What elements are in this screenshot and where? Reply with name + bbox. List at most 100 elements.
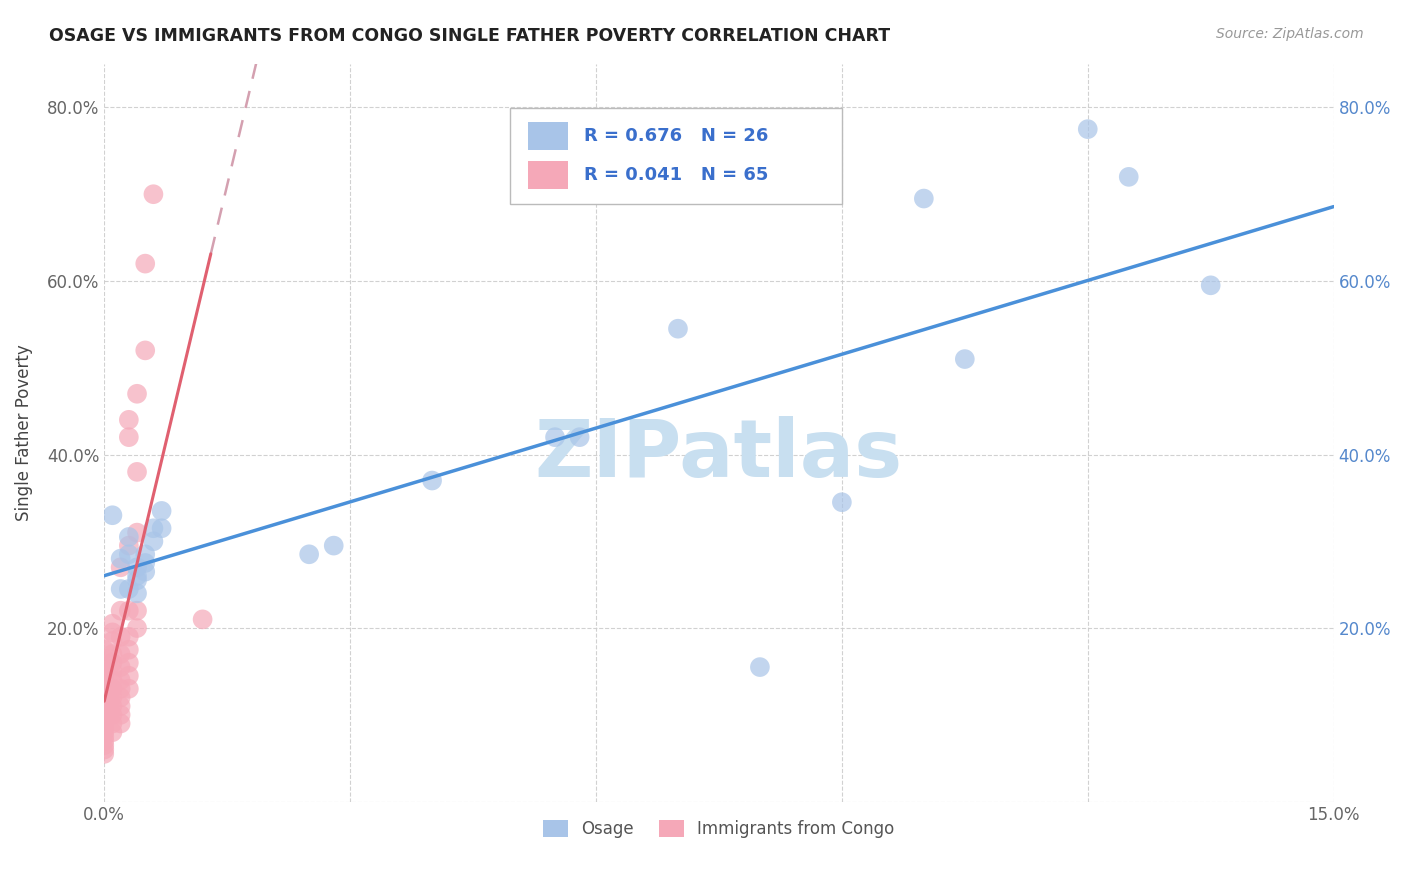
Point: [118, 413, 141, 427]
Point: [1199, 278, 1222, 293]
Point: [118, 656, 141, 670]
Point: [125, 560, 148, 574]
Point: [568, 430, 591, 444]
Point: [134, 565, 156, 579]
Point: [110, 647, 132, 661]
Point: [93, 690, 115, 705]
Point: [110, 630, 132, 644]
Point: [544, 430, 567, 444]
Point: [912, 192, 935, 206]
Point: [93, 699, 115, 714]
Point: [1077, 122, 1099, 136]
Point: [110, 716, 132, 731]
Point: [93, 677, 115, 691]
Point: [191, 612, 214, 626]
Point: [93, 725, 115, 739]
Point: [101, 716, 124, 731]
Point: [93, 707, 115, 722]
Point: [420, 474, 443, 488]
Point: [142, 521, 165, 535]
Point: [110, 681, 132, 696]
Point: [93, 681, 115, 696]
Point: [142, 187, 165, 202]
Point: [118, 539, 141, 553]
Text: OSAGE VS IMMIGRANTS FROM CONGO SINGLE FATHER POVERTY CORRELATION CHART: OSAGE VS IMMIGRANTS FROM CONGO SINGLE FA…: [49, 27, 890, 45]
Point: [125, 465, 148, 479]
Point: [125, 525, 148, 540]
Point: [93, 721, 115, 735]
Point: [93, 734, 115, 748]
Text: Source: ZipAtlas.com: Source: ZipAtlas.com: [1216, 27, 1364, 41]
Point: [93, 665, 115, 679]
Point: [150, 504, 173, 518]
Point: [93, 651, 115, 665]
Point: [101, 508, 124, 523]
Point: [101, 690, 124, 705]
Point: [93, 747, 115, 761]
Point: [142, 534, 165, 549]
Point: [118, 604, 141, 618]
Point: [118, 547, 141, 561]
Point: [101, 665, 124, 679]
Point: [134, 257, 156, 271]
Point: [134, 547, 156, 561]
FancyBboxPatch shape: [529, 121, 568, 150]
Text: R = 0.041   N = 65: R = 0.041 N = 65: [583, 166, 768, 184]
FancyBboxPatch shape: [529, 161, 568, 189]
Point: [101, 681, 124, 696]
Point: [110, 707, 132, 722]
Point: [93, 669, 115, 683]
Point: [110, 560, 132, 574]
Point: [93, 703, 115, 717]
Point: [101, 656, 124, 670]
Point: [101, 699, 124, 714]
Point: [1118, 169, 1140, 184]
Point: [150, 521, 173, 535]
Text: R = 0.676   N = 26: R = 0.676 N = 26: [583, 127, 768, 145]
Point: [831, 495, 853, 509]
Point: [93, 712, 115, 726]
Point: [125, 586, 148, 600]
Point: [953, 352, 976, 367]
Point: [110, 673, 132, 687]
Point: [110, 582, 132, 596]
Point: [748, 660, 770, 674]
Point: [110, 604, 132, 618]
Point: [134, 556, 156, 570]
Point: [101, 616, 124, 631]
Point: [101, 707, 124, 722]
Point: [101, 673, 124, 687]
Point: [118, 630, 141, 644]
Point: [110, 699, 132, 714]
Point: [110, 660, 132, 674]
Point: [125, 621, 148, 635]
Point: [666, 321, 689, 335]
Point: [118, 681, 141, 696]
Legend: Osage, Immigrants from Congo: Osage, Immigrants from Congo: [537, 814, 901, 845]
Point: [101, 625, 124, 640]
Point: [93, 742, 115, 756]
Point: [101, 725, 124, 739]
FancyBboxPatch shape: [510, 108, 842, 204]
Point: [118, 642, 141, 657]
Point: [93, 686, 115, 700]
Point: [118, 530, 141, 544]
Point: [134, 343, 156, 358]
Point: [93, 642, 115, 657]
Point: [125, 569, 148, 583]
Point: [118, 669, 141, 683]
Point: [93, 730, 115, 744]
Point: [101, 634, 124, 648]
Point: [118, 582, 141, 596]
Point: [93, 695, 115, 709]
Point: [93, 673, 115, 687]
Point: [110, 551, 132, 566]
Point: [93, 738, 115, 752]
Point: [125, 386, 148, 401]
Point: [125, 604, 148, 618]
Text: ZIPatlas: ZIPatlas: [534, 416, 903, 494]
Point: [110, 690, 132, 705]
Y-axis label: Single Father Poverty: Single Father Poverty: [15, 344, 32, 521]
Point: [125, 574, 148, 588]
Point: [93, 660, 115, 674]
